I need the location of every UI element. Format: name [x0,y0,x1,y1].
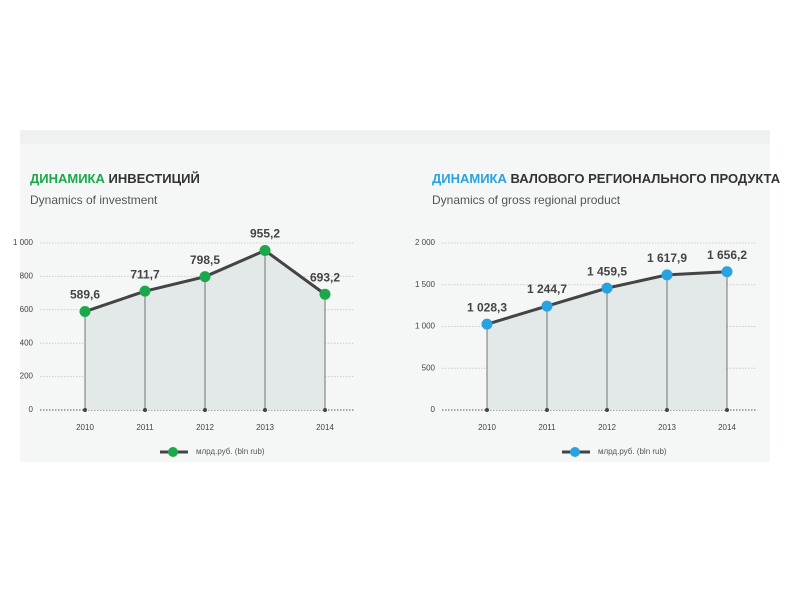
x-tick-label: 2014 [316,423,334,432]
x-tick [323,408,327,412]
legend-marker [168,447,178,457]
x-tick-label: 2010 [478,423,496,432]
point [139,285,151,297]
y-tick-label: 800 [20,272,34,281]
value-label: 1 656,2 [707,248,747,262]
x-tick [605,408,609,412]
x-tick-label: 2014 [718,423,736,432]
value-label: 1 028,3 [467,300,507,314]
x-tick-label: 2012 [598,423,616,432]
point [79,306,91,318]
y-tick-label: 0 [29,405,34,414]
value-label: 693,2 [310,270,340,284]
y-tick-label: 0 [431,405,436,414]
chart-title: ДИНАМИКА ИНВЕСТИЦИЙ [30,171,200,186]
x-tick [83,408,87,412]
value-label: 955,2 [250,227,280,241]
point [541,300,553,312]
value-label: 711,7 [130,267,160,281]
chart-title: ДИНАМИКА ВАЛОВОГО РЕГИОНАЛЬНОГО ПРОДУКТА [432,171,781,186]
y-tick-label: 1 000 [415,322,436,331]
x-tick-label: 2013 [658,423,676,432]
chart-subtitle: Dynamics of investment [30,193,158,207]
x-tick [263,408,267,412]
value-label: 1 244,7 [527,282,567,296]
title-rest: ИНВЕСТИЦИЙ [109,171,200,186]
legend-label: млрд.руб. (bln rub) [598,447,667,456]
y-tick-label: 1 500 [415,280,436,289]
x-tick-label: 2010 [76,423,94,432]
x-tick [143,408,147,412]
title-highlight: ДИНАМИКА [30,171,105,186]
y-tick-label: 600 [20,305,34,314]
title-highlight: ДИНАМИКА [432,171,507,186]
title-rest: ВАЛОВОГО РЕГИОНАЛЬНОГО ПРОДУКТА [511,171,781,186]
x-tick-label: 2011 [136,423,154,432]
x-tick [545,408,549,412]
y-tick-label: 400 [20,338,34,347]
header-decoration [20,130,770,144]
x-tick-label: 2013 [256,423,274,432]
chart-subtitle: Dynamics of gross regional product [432,193,621,207]
value-label: 589,6 [70,288,100,302]
y-tick-label: 2 000 [415,238,436,247]
point [661,269,673,281]
value-label: 1 617,9 [647,251,687,265]
x-tick-label: 2012 [196,423,214,432]
x-tick [485,408,489,412]
x-tick-label: 2011 [538,423,556,432]
y-tick-label: 500 [422,363,436,372]
point [481,318,493,330]
point [199,271,211,283]
x-tick [725,408,729,412]
x-tick [665,408,669,412]
value-label: 1 459,5 [587,264,627,278]
point [259,244,271,256]
value-label: 798,5 [190,253,220,267]
x-tick [203,408,207,412]
legend-marker [570,447,580,457]
legend-label: млрд.руб. (bln rub) [196,447,265,456]
y-tick-label: 1 000 [13,238,34,247]
point [721,266,733,278]
point [319,288,331,300]
y-tick-label: 200 [20,372,34,381]
point [601,282,613,294]
